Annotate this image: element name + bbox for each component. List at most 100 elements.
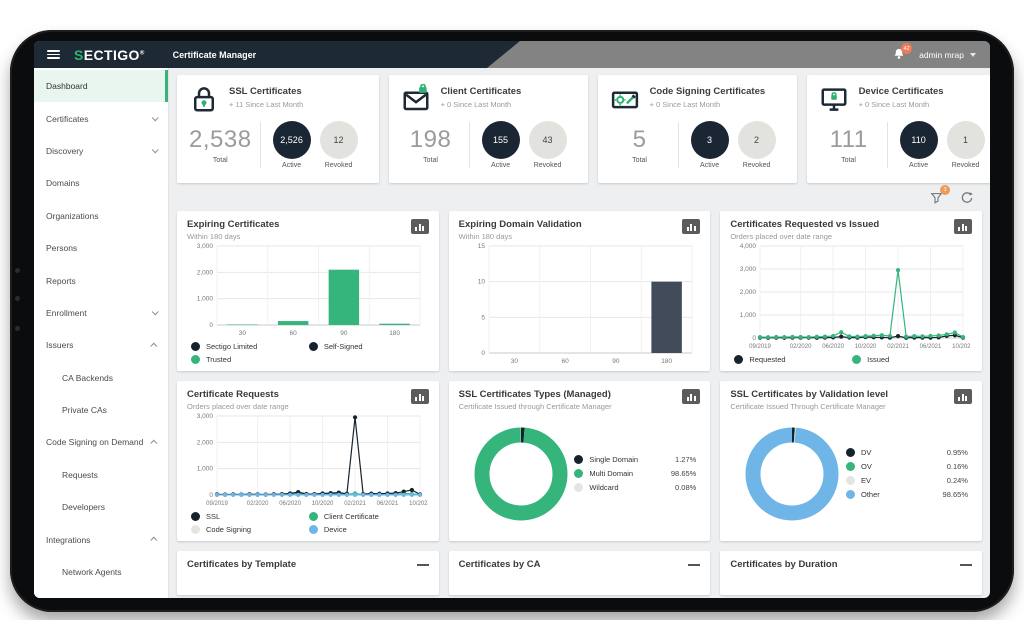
stat-revoked-value: 1 [946,121,985,159]
sidebar-item-label: Requests [62,469,98,480]
certificate-requests-svg: 0 1,000 2,000 3,000 09/2019 02/2020 06/2020 10/… [197,413,432,507]
filter-icon[interactable]: 3 [929,184,950,205]
menu-icon[interactable] [47,50,60,59]
sidebar-item-ca-backends[interactable]: CA Backends [34,362,168,394]
user-menu[interactable]: admin mrap [919,50,976,60]
svg-text:10/2021: 10/2021 [409,501,428,507]
stat-total: 2,538 Total [189,126,252,164]
sidebar-item-code-signing-on-demand[interactable]: Code Signing on Demand [34,426,168,458]
legend-dot [191,512,200,521]
sidebar-item-reports[interactable]: Reports [34,264,168,296]
collapse-icon[interactable] [688,564,701,566]
sidebar-item-domains[interactable]: Domains [34,167,168,199]
chart-type-icon[interactable] [682,219,701,234]
svg-text:06/2020: 06/2020 [279,501,301,507]
legend-item[interactable]: Requested [734,354,850,365]
svg-text:30: 30 [239,330,247,337]
legend-item[interactable]: DV 0.95% [845,446,968,460]
sidebar-item-requests[interactable]: Requests [34,459,168,491]
stat-total-value: 198 [409,126,452,153]
stat-active: 3 Active [690,121,729,169]
stat-active-value: 3 [690,121,729,159]
chart-subtitle: Within 180 days [187,232,241,241]
header-right: 42 admin mrap [487,41,990,68]
stat-active-label: Active [700,162,720,169]
stat-revoked-label: Revoked [324,162,353,169]
legend-label: Client Certificate [323,512,379,521]
stat-total-value: 5 [632,126,647,153]
stat-active-value: 110 [899,121,938,159]
legend-item[interactable]: Trusted [191,354,307,365]
chart-type-icon[interactable] [953,219,972,234]
svg-text:0: 0 [481,350,485,357]
legend-value: 0.08% [675,483,697,492]
svg-text:1,000: 1,000 [740,312,757,319]
legend-item[interactable]: Sectigo Limited [191,341,307,352]
legend-dot [191,525,200,534]
sidebar-item-network-agents[interactable]: Network Agents [34,556,168,588]
legend-item[interactable]: Client Certificate [308,511,425,522]
chart-title: Certificate Requests [187,389,279,400]
collapse-icon[interactable] [416,564,429,566]
stat-total-label: Total [423,157,438,164]
bezel-button [15,326,20,331]
chart-type-icon[interactable] [682,389,701,404]
sidebar-item-label: Private CAs [62,405,107,416]
legend-item[interactable]: Self-Signed [308,341,425,352]
stat-total-value: 2,538 [189,126,252,153]
sidebar-item-dashboard[interactable]: Dashboard [34,70,168,103]
legend-item[interactable]: SSL [191,511,307,522]
refresh-icon[interactable] [960,191,974,205]
sidebar-item-organizations[interactable]: Organizations [34,200,168,232]
legend-item[interactable]: Code Signing [191,524,307,535]
sidebar-item-label: Network Agents [62,567,122,578]
sidebar-item-persons[interactable]: Persons [34,232,168,264]
chart-card-certificates-by-template: Certificates by Template [177,551,439,595]
sidebar-item-label: Persons [46,243,78,254]
legend-item[interactable]: Wildcard 0.08% [574,481,696,495]
divider [468,122,470,168]
app-header: SECTIGO® Certificate Manager 42 admin mr… [34,41,990,68]
chart-type-icon[interactable] [410,389,429,404]
legend-label: DV [860,448,872,457]
chevron-up-icon [150,342,158,350]
sidebar-item-private-cas[interactable]: Private CAs [34,394,168,426]
stat-card-body: 111 Total 110 Active 1 Revoked [819,121,990,169]
legend-label: Code Signing [206,525,252,534]
legend-item[interactable]: OV 0.16% [845,460,968,474]
sidebar-item-enrollment[interactable]: Enrollment [34,297,168,329]
sidebar-item-certificates[interactable]: Certificates [34,102,168,134]
sidebar-item-integrations[interactable]: Integrations [34,523,168,555]
sidebar-item-issuers[interactable]: Issuers [34,329,168,361]
legend-item[interactable]: Multi Domain 98.65% [574,467,696,481]
sidebar-item-label: Reports [46,275,76,286]
legend-item[interactable]: EV 0.24% [845,474,968,488]
legend-label: Other [860,490,880,499]
stat-card-title: Device Certificates [858,86,944,97]
svg-text:30: 30 [510,358,518,365]
legend-item[interactable]: Issued [852,354,968,365]
legend-dot [574,455,584,464]
collapse-icon[interactable] [959,564,972,566]
svg-text:10/2021: 10/2021 [952,344,971,350]
stat-card-code-signing-certificates: Code Signing Certificates + 0 Since Last … [597,75,797,183]
stat-card-client-certificates: Client Certificates + 0 Since Last Month 1… [388,75,588,183]
legend-item[interactable]: Other 98.65% [845,488,968,502]
chart-card-header: Expiring Certificates Within 180 days [187,219,429,241]
legend-label: Self-Signed [323,342,363,351]
legend-dot [191,355,200,364]
stat-card-delta: + 0 Since Last Month [649,100,721,109]
legend-label: Trusted [206,355,232,364]
legend-item[interactable]: Device [308,524,425,535]
divider [677,122,679,168]
sidebar-item-developers[interactable]: Developers [34,491,168,523]
chart-type-icon[interactable] [953,389,972,404]
sidebar-item-discovery[interactable]: Discovery [34,135,168,167]
chart-type-icon[interactable] [410,219,429,234]
stat-total: 198 Total [401,126,461,164]
notification-bell-icon[interactable]: 42 [892,43,913,62]
legend-item[interactable]: Single Domain 1.27% [574,453,696,467]
screen: SECTIGO® Certificate Manager 42 admin mr… [34,41,990,598]
chart-card-header: Certificates by Template [187,559,429,570]
svg-text:02/2021: 02/2021 [888,344,910,350]
